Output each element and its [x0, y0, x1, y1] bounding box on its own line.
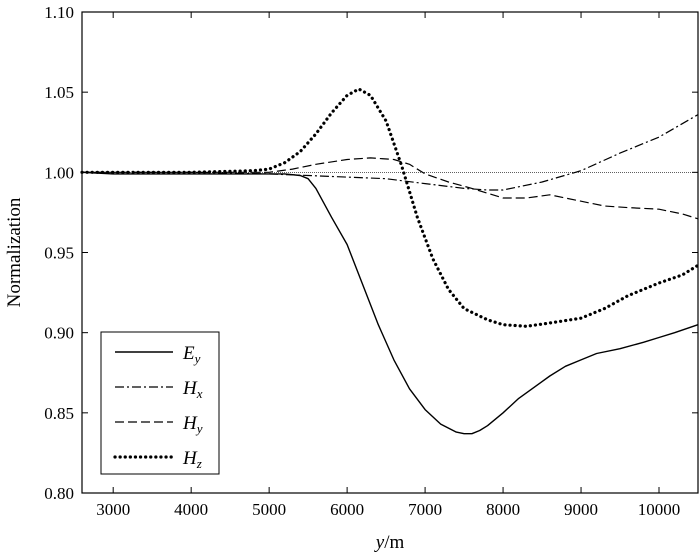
- legend-entry-label: Hz: [182, 448, 202, 471]
- y-tick-label: 1.10: [44, 3, 74, 22]
- x-tick-label: 8000: [486, 500, 520, 519]
- x-tick-label: 6000: [330, 500, 364, 519]
- series-line-hy: [82, 157, 699, 220]
- y-tick-label: 0.95: [44, 244, 74, 263]
- legend: Ey Hx Hy Hz: [100, 331, 220, 475]
- x-tick-label: 10000: [638, 500, 681, 519]
- legend-entry-label: Hx: [182, 378, 203, 401]
- x-axis-label: y/m: [374, 532, 405, 553]
- series-line-hz: [80, 87, 700, 328]
- x-tick-label: 5000: [252, 500, 286, 519]
- y-tick-label: 1.00: [44, 163, 74, 182]
- y-tick-label: 0.85: [44, 404, 74, 423]
- x-tick-label: 9000: [564, 500, 598, 519]
- y-tick-label: 0.90: [44, 324, 74, 343]
- y-axis-label: Normalization: [4, 197, 25, 307]
- legend-box: [100, 331, 220, 475]
- x-tick-label: 7000: [408, 500, 442, 519]
- legend-entry-label: Hy: [182, 413, 203, 436]
- x-tick-label: 3000: [96, 500, 130, 519]
- legend-entry-label: Ey: [182, 343, 201, 366]
- x-axis-label-variable: y: [374, 532, 385, 553]
- x-axis-label-unit: /m: [384, 532, 404, 553]
- tick-layer: 3000 4000 5000 6000 7000 8000 9000 10000 0.80 0.8…: [44, 3, 698, 519]
- series-line-hx: [82, 114, 699, 191]
- y-tick-label: 0.80: [44, 484, 74, 503]
- y-tick-label: 1.05: [44, 83, 74, 102]
- series-layer: [80, 87, 700, 435]
- series-line-ey: [81, 171, 699, 435]
- x-tick-label: 4000: [174, 500, 208, 519]
